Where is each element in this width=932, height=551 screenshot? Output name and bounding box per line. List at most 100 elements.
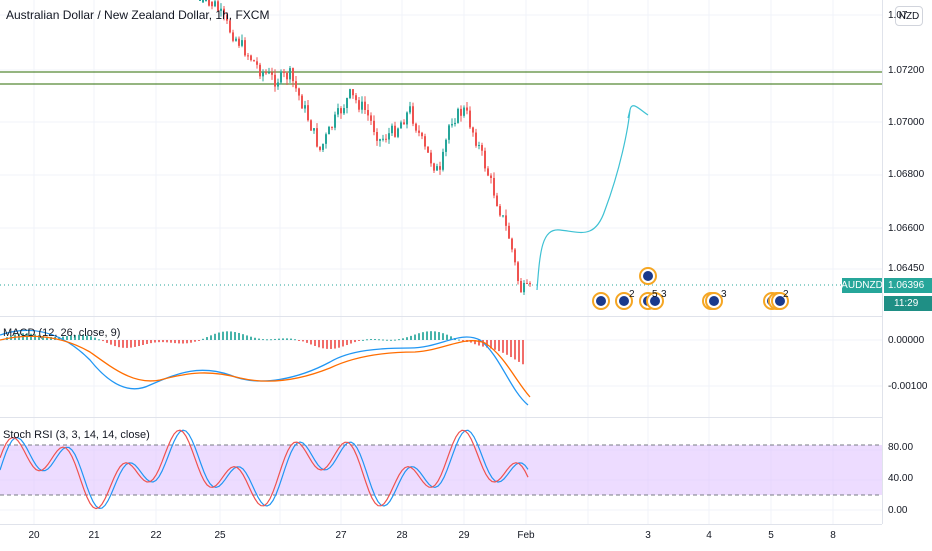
macd-histogram-bar: [450, 336, 452, 340]
signal-line: [0, 335, 531, 398]
macd-histogram-bar: [262, 339, 264, 341]
macd-histogram-bar: [506, 340, 508, 355]
macd-histogram-bar: [446, 334, 448, 340]
macd-histogram-bar: [34, 334, 36, 340]
macd-histogram-bar: [210, 335, 212, 340]
candle-body: [298, 88, 300, 96]
macd-histogram-bar: [234, 332, 236, 340]
candle-body: [208, 0, 210, 6]
flag-icon: [596, 296, 606, 306]
candle-body: [364, 101, 366, 110]
candle-body: [466, 107, 468, 111]
candle-body: [358, 100, 360, 110]
macd-histogram-bar: [150, 340, 152, 344]
candle-body: [322, 143, 324, 150]
macd-histogram-bar: [254, 337, 256, 340]
candle-body: [391, 125, 393, 134]
macd-histogram-bar: [418, 333, 420, 340]
macd-histogram-bar: [342, 340, 344, 347]
flag-icon: [619, 296, 629, 306]
candle-body: [211, 1, 213, 7]
macd-histogram-bar: [402, 338, 404, 340]
macd-histogram-bar: [206, 337, 208, 340]
macd-histogram-bar: [142, 340, 144, 345]
price-label: 1.06450: [888, 263, 925, 274]
macd-histogram-bar: [502, 340, 504, 353]
candle-body: [496, 195, 498, 207]
macd-histogram-bar: [146, 340, 148, 344]
candle-body: [217, 1, 219, 11]
macd-histogram-bar: [230, 331, 232, 340]
candle-body: [457, 108, 459, 123]
macd-histogram-bar: [510, 340, 512, 358]
price-label: 1.07000: [888, 117, 925, 128]
candle-body: [328, 126, 330, 135]
candle-body: [250, 55, 252, 61]
event-count: 2: [783, 289, 789, 300]
stoch-rsi-label[interactable]: Stoch RSI (3, 3, 14, 14, close): [3, 429, 150, 441]
chart-area[interactable]: [0, 0, 882, 550]
currency-button[interactable]: NZD: [895, 6, 923, 26]
last-price-tag: 1.06396: [884, 278, 932, 293]
macd-histogram-bar: [306, 340, 308, 343]
macd-histogram-bar: [70, 335, 72, 340]
time-axis[interactable]: [0, 524, 882, 551]
price-axis[interactable]: [882, 0, 932, 524]
macd-histogram-bar: [478, 340, 480, 346]
chart-canvas[interactable]: [0, 0, 882, 524]
candle-body: [472, 127, 474, 133]
macd-label[interactable]: MACD (12, 26, close, 9): [3, 327, 121, 339]
stoch-d-line: [0, 429, 529, 510]
macd-histogram-bar: [266, 339, 268, 341]
macd-histogram-bar: [226, 331, 228, 340]
candle-body: [238, 38, 240, 46]
candle-body: [460, 108, 462, 116]
flag-icon: [709, 296, 719, 306]
macd-axis-label: 0.00000: [888, 335, 925, 346]
candle-body: [346, 98, 348, 109]
macd-histogram-bar: [134, 340, 136, 347]
macd-histogram-bar: [154, 340, 156, 343]
macd-histogram-bar: [414, 334, 416, 340]
macd-histogram-bar: [62, 336, 64, 340]
candle-body: [244, 40, 246, 56]
candle-body: [205, 0, 207, 2]
time-label: 20: [28, 530, 40, 541]
candle-body: [376, 132, 378, 141]
candle-body: [223, 8, 225, 15]
candle-body: [487, 168, 489, 176]
candle-body: [394, 125, 396, 137]
time-label: 5: [768, 530, 774, 541]
candle-body: [373, 120, 375, 133]
macd-histogram-bar: [370, 338, 372, 340]
candle-body: [409, 106, 411, 113]
macd-histogram-bar: [126, 340, 128, 348]
time-label: 3: [645, 530, 651, 541]
candle-body: [418, 130, 420, 133]
price-label: 1.07200: [888, 65, 925, 76]
candle-body: [292, 68, 294, 82]
macd-histogram-bar: [162, 340, 164, 343]
macd-histogram-bar: [106, 340, 108, 343]
macd-histogram-bar: [346, 340, 348, 346]
candle-body: [451, 124, 453, 126]
candle-body: [199, 0, 201, 1]
main-macd-separator: [0, 316, 932, 317]
macd-axis-label: -0.00100: [888, 381, 928, 392]
macd-histogram-bar: [186, 340, 188, 344]
candle-body: [442, 151, 444, 170]
candle-body: [403, 122, 405, 125]
time-label: 21: [88, 530, 100, 541]
candle-body: [256, 61, 258, 65]
event-count: 3: [661, 289, 667, 300]
flag-icon: [650, 296, 660, 306]
macd-histogram-bar: [398, 339, 400, 341]
event-count: 3: [721, 289, 727, 300]
macd-histogram-bar: [182, 340, 184, 344]
candle-body: [307, 105, 309, 121]
candle-body: [427, 146, 429, 153]
macd-histogram-bar: [378, 339, 380, 341]
macd-histogram-bar: [374, 339, 376, 341]
macd-histogram-bar: [302, 340, 304, 342]
macd-histogram-bar: [86, 335, 88, 340]
